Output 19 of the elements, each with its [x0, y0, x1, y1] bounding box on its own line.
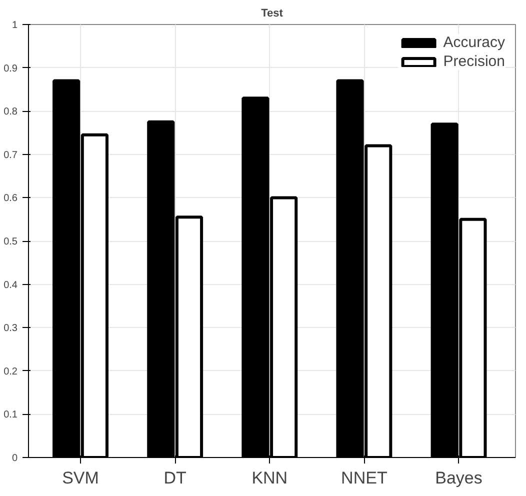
y-tick-label: 0.8: [4, 106, 18, 118]
y-tick-label: 0.2: [4, 366, 18, 378]
y-tick-label: 0.7: [4, 150, 18, 161]
y-tick-label: 0: [12, 453, 18, 464]
x-tick-label: Bayes: [435, 468, 482, 488]
y-tick-label: 0.3: [4, 323, 18, 334]
legend-label: Accuracy: [443, 34, 505, 51]
chart-title: Test: [261, 8, 284, 20]
x-tick-label: SVM: [62, 468, 99, 488]
x-tick-label: KNN: [252, 468, 288, 488]
legend-label: Precision: [443, 53, 505, 70]
y-tick-label: 0.5: [4, 236, 18, 248]
y-tick-label: 0.6: [4, 193, 18, 204]
y-tick-label: 0.4: [4, 280, 18, 291]
x-tick-label: NNET: [341, 468, 388, 488]
x-tick-label: DT: [164, 468, 186, 488]
y-tick-label: 0.1: [4, 410, 18, 421]
y-tick-label: 1: [12, 20, 18, 31]
y-tick-label: 0.9: [4, 63, 18, 74]
